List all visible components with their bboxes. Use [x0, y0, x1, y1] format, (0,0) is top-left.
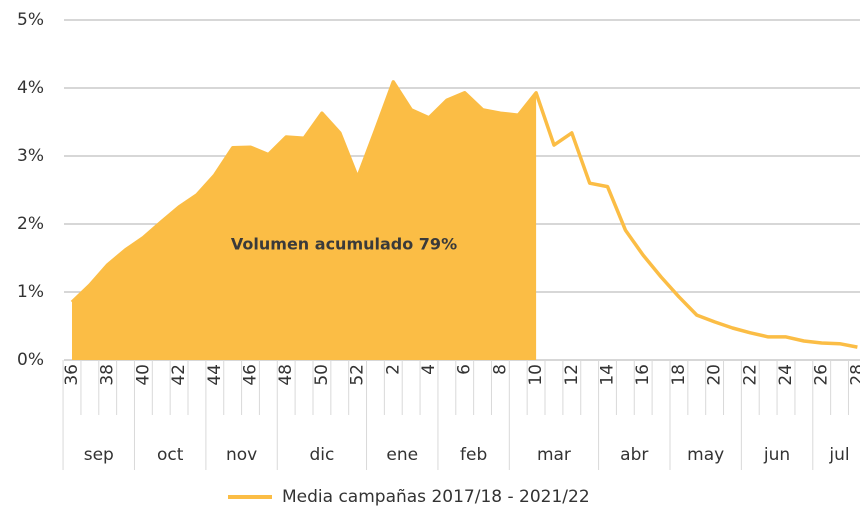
x-tick-label: 12 [562, 364, 582, 386]
month-label: feb [460, 445, 487, 465]
x-tick-label: 6 [455, 364, 475, 375]
y-tick-label: 2% [17, 214, 44, 234]
y-tick-label: 5% [17, 10, 44, 30]
y-tick-label: 3% [17, 146, 44, 166]
x-tick-label: 26 [812, 364, 832, 386]
month-label: oct [157, 445, 184, 465]
x-tick-label: 46 [241, 364, 261, 386]
x-tick-label: 50 [312, 364, 332, 386]
month-label: jul [828, 445, 849, 465]
legend-label: Media campañas 2017/18 - 2021/22 [282, 487, 590, 507]
x-tick-label: 16 [633, 364, 653, 386]
month-label: ene [386, 445, 418, 465]
x-tick-label: 40 [133, 364, 153, 386]
x-tick-label: 8 [490, 364, 510, 375]
y-tick-label: 0% [17, 350, 44, 370]
x-tick-label: 20 [705, 364, 725, 386]
x-tick-label: 18 [669, 364, 689, 386]
month-label: dic [309, 445, 334, 465]
month-label: jun [763, 445, 790, 465]
line [70, 80, 858, 349]
y-tick-label: 4% [17, 78, 44, 98]
month-label: mar [537, 445, 571, 465]
x-tick-label: 42 [169, 364, 189, 386]
x-tick-label: 24 [776, 364, 796, 386]
x-tick-label: 52 [348, 364, 368, 386]
x-tick-label: 28 [847, 364, 860, 386]
x-tick-label: 4 [419, 364, 439, 375]
x-tick-label: 38 [98, 364, 118, 386]
y-tick-label: 1% [17, 282, 44, 302]
month-label: nov [226, 445, 257, 465]
x-tick-label: 10 [526, 364, 546, 386]
x-tick-label: 2 [383, 364, 403, 375]
x-tick-label: 36 [62, 364, 82, 386]
month-label: may [687, 445, 724, 465]
annotation: Volumen acumulado 79% [231, 235, 457, 254]
month-label: abr [620, 445, 648, 465]
x-tick-label: 22 [740, 364, 760, 386]
area [72, 81, 537, 361]
month-label: sep [84, 445, 114, 465]
x-tick-label: 44 [205, 364, 225, 386]
x-tick-label: 14 [598, 364, 618, 386]
x-tick-label: 48 [276, 364, 296, 386]
